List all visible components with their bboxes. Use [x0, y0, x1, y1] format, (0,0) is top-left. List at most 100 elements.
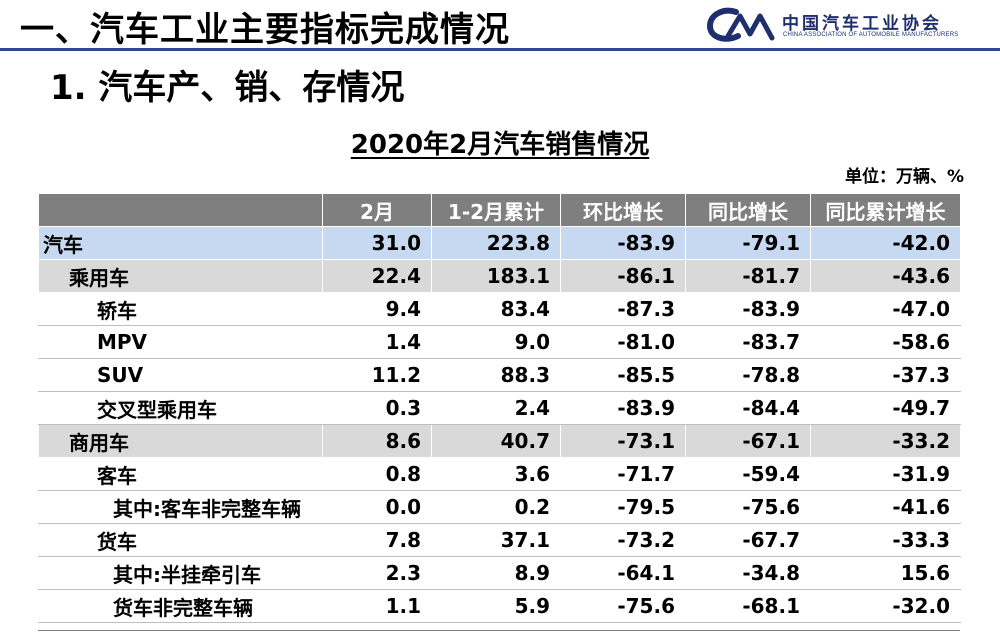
table-cell: 2.3 [322, 556, 432, 590]
table-cell: -75.6 [560, 589, 686, 623]
table-row: 其中:半挂牵引车 2.3 8.9 -64.1 -34.8 15.6 [38, 556, 961, 590]
table-cell: -34.8 [685, 556, 811, 590]
table-cell: -83.9 [685, 292, 811, 326]
table-cell: -75.6 [685, 490, 811, 524]
table-cell: 88.3 [431, 358, 561, 392]
row-label: SUV [38, 358, 323, 392]
column-header: 1-2月累计 [431, 193, 561, 227]
row-label: 交叉型乘用车 [38, 391, 323, 425]
table-row: MPV 1.4 9.0 -81.0 -83.7 -58.6 [38, 325, 961, 359]
table-cell: 0.2 [431, 490, 561, 524]
section-title: 1. 汽车产、销、存情况 [50, 68, 405, 108]
table-cell: -81.0 [560, 325, 686, 359]
table-cell: 0.3 [322, 391, 432, 425]
table-row: 轿车 9.4 83.4 -87.3 -83.9 -47.0 [38, 292, 961, 326]
row-label: 轿车 [38, 292, 323, 326]
table-cell: -73.2 [560, 523, 686, 557]
table-cell: 37.1 [431, 523, 561, 557]
table-cell: -73.1 [560, 424, 686, 458]
table-cell: -67.7 [685, 523, 811, 557]
table-row: 货车非完整车辆 1.1 5.9 -75.6 -68.1 -32.0 [38, 589, 961, 623]
table-cell: -49.7 [810, 391, 961, 425]
table-cell: -81.7 [685, 259, 811, 293]
column-header [38, 193, 323, 227]
table-row: 汽车 31.0 223.8 -83.9 -79.1 -42.0 [38, 226, 961, 260]
logo-english-name: CHINA ASSOCIATION OF AUTOMOBILE MANUFACT… [783, 32, 959, 38]
table-cell: -64.1 [560, 556, 686, 590]
table-cell: -33.2 [810, 424, 961, 458]
table-cell: 8.9 [431, 556, 561, 590]
header-divider [0, 48, 1000, 51]
row-label: 其中:客车非完整车辆 [38, 490, 323, 524]
table-row: 商用车 8.6 40.7 -73.1 -67.1 -33.2 [38, 424, 961, 458]
table-row: 客车 0.8 3.6 -71.7 -59.4 -31.9 [38, 457, 961, 491]
logo-chinese-name: 中国汽车工业协会 [782, 14, 942, 34]
sales-table: 2月 1-2月累计 环比增长 同比增长 同比累计增长 汽车 31.0 223.8 -8… [38, 193, 961, 623]
table-cell: -58.6 [810, 325, 961, 359]
table-bottom-border [38, 630, 960, 631]
table-row: 交叉型乘用车 0.3 2.4 -83.9 -84.4 -49.7 [38, 391, 961, 425]
table-cell: -68.1 [685, 589, 811, 623]
table-cell: 1.1 [322, 589, 432, 623]
column-header: 2月 [322, 193, 432, 227]
table-cell: -83.7 [685, 325, 811, 359]
row-label: 商用车 [38, 424, 323, 458]
table-body: 汽车 31.0 223.8 -83.9 -79.1 -42.0 乘用车 22.4 183.1 -8… [38, 226, 961, 623]
table-cell: 5.9 [431, 589, 561, 623]
table-row: 货车 7.8 37.1 -73.2 -67.7 -33.3 [38, 523, 961, 557]
row-label: 货车非完整车辆 [38, 589, 323, 623]
table-cell: -87.3 [560, 292, 686, 326]
table-cell: 22.4 [322, 259, 432, 293]
table-cell: -79.1 [685, 226, 811, 260]
table-cell: 3.6 [431, 457, 561, 491]
table-cell: -42.0 [810, 226, 961, 260]
row-label: 汽车 [38, 226, 323, 260]
table-cell: 15.6 [810, 556, 961, 590]
table-cell: -86.1 [560, 259, 686, 293]
table-cell: 223.8 [431, 226, 561, 260]
table-cell: 183.1 [431, 259, 561, 293]
table-cell: 1.4 [322, 325, 432, 359]
table-title-wrapper: 2020年2月汽车销售情况 [0, 124, 1000, 161]
table-cell: -83.9 [560, 391, 686, 425]
column-header: 同比增长 [685, 193, 811, 227]
table-cell: -41.6 [810, 490, 961, 524]
table-cell: 11.2 [322, 358, 432, 392]
table-cell: 0.8 [322, 457, 432, 491]
unit-label: 单位：万辆、% [844, 167, 964, 187]
table-header-row: 2月 1-2月累计 环比增长 同比增长 同比累计增长 [38, 193, 961, 227]
row-label: 乘用车 [38, 259, 323, 293]
table-cell: -47.0 [810, 292, 961, 326]
table-title: 2020年2月汽车销售情况 [350, 130, 650, 160]
row-label: 货车 [38, 523, 323, 557]
table-cell: -79.5 [560, 490, 686, 524]
table-row: SUV 11.2 88.3 -85.5 -78.8 -37.3 [38, 358, 961, 392]
caam-logo: 中国汽车工业协会 CHINA ASSOCIATION OF AUTOMOBILE… [706, 6, 996, 44]
table-cell: -43.6 [810, 259, 961, 293]
table-cell: -59.4 [685, 457, 811, 491]
table-cell: -78.8 [685, 358, 811, 392]
table-cell: -32.0 [810, 589, 961, 623]
column-header: 环比增长 [560, 193, 686, 227]
row-label: 其中:半挂牵引车 [38, 556, 323, 590]
column-header: 同比累计增长 [810, 193, 961, 227]
table-cell: -31.9 [810, 457, 961, 491]
row-label: MPV [38, 325, 323, 359]
table-cell: -67.1 [685, 424, 811, 458]
table-row: 乘用车 22.4 183.1 -86.1 -81.7 -43.6 [38, 259, 961, 293]
table-cell: 83.4 [431, 292, 561, 326]
table-cell: 9.4 [322, 292, 432, 326]
table-cell: 0.0 [322, 490, 432, 524]
table-cell: 8.6 [322, 424, 432, 458]
row-label: 客车 [38, 457, 323, 491]
table-cell: -84.4 [685, 391, 811, 425]
table-cell: 9.0 [431, 325, 561, 359]
page-header-title: 一、汽车工业主要指标完成情况 [20, 10, 510, 50]
table-cell: -83.9 [560, 226, 686, 260]
table-cell: 2.4 [431, 391, 561, 425]
table-cell: 7.8 [322, 523, 432, 557]
table-cell: -71.7 [560, 457, 686, 491]
table-cell: 31.0 [322, 226, 432, 260]
table-cell: -33.3 [810, 523, 961, 557]
table-cell: -37.3 [810, 358, 961, 392]
